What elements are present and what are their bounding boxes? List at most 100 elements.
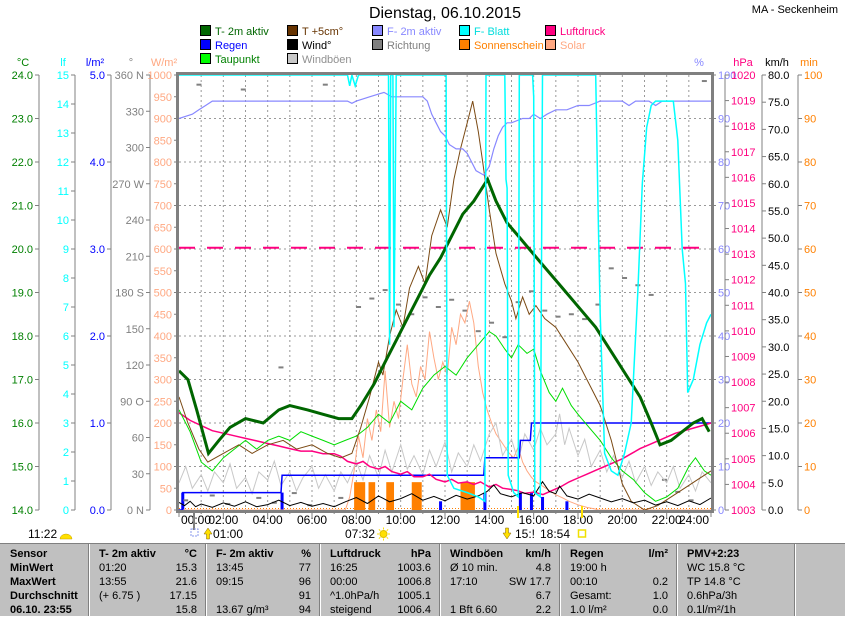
axis-tick-label: 30 bbox=[804, 375, 816, 387]
table-column: Windböen km/h Ø 10 min. 4.8 17:10 SW 17.7 6.7 1… bbox=[439, 544, 559, 616]
x-axis-label: 04:00 bbox=[253, 513, 283, 527]
legend-item: Wind° bbox=[287, 39, 331, 52]
axis-tick-label: 0 bbox=[718, 505, 724, 517]
rain-event-bar bbox=[565, 501, 569, 510]
table-row: 15.8 bbox=[89, 603, 205, 617]
series-solar bbox=[179, 301, 711, 511]
table-row: 09:15 96 bbox=[206, 575, 319, 589]
table-cell: MinWert bbox=[10, 562, 54, 574]
axis-unit-label: ° bbox=[129, 57, 133, 69]
table-row: 13:45 77 bbox=[206, 561, 319, 575]
axis-tick-label: 15 bbox=[57, 70, 69, 82]
axis-tick-label: 18.0 bbox=[12, 331, 33, 343]
axis-tick-label: 5.0 bbox=[90, 70, 105, 82]
legend-item: T +5cm° bbox=[287, 25, 343, 38]
table-header-label: Regen bbox=[570, 548, 604, 560]
table-row: 1 Bft 6.60 2.2 bbox=[440, 603, 559, 617]
table-row: 91 bbox=[206, 589, 319, 603]
axis-tick-label: 60.0 bbox=[768, 179, 789, 191]
table-column-header: T- 2m aktiv °C bbox=[89, 547, 205, 561]
table-cell: Gesamt: bbox=[570, 590, 612, 602]
axis-tick-label: 70 bbox=[804, 201, 816, 213]
axis-tick-label: 20 bbox=[718, 418, 730, 430]
table-cell: 00:00 bbox=[330, 576, 358, 588]
axis-tick-label: 330 bbox=[126, 106, 144, 118]
table-cell: (+ 6.75 ) bbox=[99, 590, 141, 602]
rain-event-bar bbox=[529, 492, 533, 510]
legend-label: Regen bbox=[215, 40, 248, 52]
legend-swatch-icon bbox=[287, 53, 298, 64]
legend-item: T- 2m aktiv bbox=[200, 25, 269, 38]
table-column: Regen l/m² 19:00 h 00:10 0.2 Gesamt: 1.0 1.0 l/… bbox=[559, 544, 676, 616]
axis-tick-label: 90 bbox=[804, 114, 816, 126]
axis-tick-label: 700 bbox=[154, 201, 172, 213]
table-cell: 77 bbox=[298, 562, 311, 574]
axis-tick-label: 1009 bbox=[731, 351, 755, 363]
table-row: 19:00 h bbox=[560, 561, 676, 575]
x-axis-label: 02:00 bbox=[208, 513, 238, 527]
axis-tick-label: 23.0 bbox=[12, 114, 33, 126]
axis-tick-label: 1.0 bbox=[90, 418, 105, 430]
legend-swatch-icon bbox=[372, 39, 383, 50]
axis-tick-label: 80 bbox=[718, 157, 730, 169]
axis-tick-label: 800 bbox=[154, 157, 172, 169]
table-header-unit: % bbox=[301, 548, 311, 560]
axis-tick-label: 1013 bbox=[731, 249, 755, 261]
axis-tick-label: 75.0 bbox=[768, 97, 789, 109]
table-cell: 0.2 bbox=[652, 576, 668, 588]
axis-tick-label: 5 bbox=[63, 360, 69, 372]
legend-swatch-icon bbox=[287, 39, 298, 50]
series-fblatt bbox=[179, 74, 712, 503]
table-row: 13.67 g/m³ 94 bbox=[206, 603, 319, 617]
table-cell: 17:10 bbox=[450, 576, 478, 588]
legend-item: Sonnenschein bbox=[459, 39, 544, 52]
axis-tick-label: 70.0 bbox=[768, 124, 789, 136]
axis-tick-label: 60 bbox=[718, 244, 730, 256]
series-luftdruck bbox=[178, 412, 712, 496]
table-cell: 21.6 bbox=[175, 576, 197, 588]
series-taupunkt bbox=[178, 330, 712, 502]
table-column: Luftdruck hPa 16:25 1003.6 00:00 1006.8 ^1.0hP… bbox=[319, 544, 439, 616]
axis-tick-label: 20.0 bbox=[12, 244, 33, 256]
table-cell: Durchschnitt bbox=[10, 590, 78, 602]
moon-time-label: 11:22 bbox=[28, 527, 57, 541]
sun-ray bbox=[386, 529, 389, 532]
legend-label: F- 2m aktiv bbox=[387, 26, 442, 38]
table-header-unit: hPa bbox=[410, 548, 431, 560]
axis-unit-label: °C bbox=[17, 57, 29, 69]
axis-tick-label: 20 bbox=[804, 418, 816, 430]
axis-tick-label: 14.0 bbox=[12, 505, 33, 517]
table-cell: 1.0 bbox=[652, 590, 668, 602]
sun-moon-marker-label: 15:! bbox=[515, 527, 535, 541]
axis-tick-label: 40.0 bbox=[768, 288, 789, 300]
x-axis-label: 12:00 bbox=[430, 513, 460, 527]
series-windboeen bbox=[178, 413, 712, 496]
legend-label: Richtung bbox=[387, 40, 431, 52]
axis-tick-label: 1008 bbox=[731, 377, 755, 389]
sun-ray bbox=[378, 536, 381, 539]
axis-tick-label: 300 bbox=[154, 375, 172, 387]
table-column: T- 2m aktiv °C 01:20 15.3 13:55 21.6 (+ 6.75 )… bbox=[88, 544, 205, 616]
axis-tick-label: 300 bbox=[126, 143, 144, 155]
table-row bbox=[795, 561, 845, 575]
table-cell: 06.10. 23:55 bbox=[10, 604, 72, 616]
axis-tick-label: 60 bbox=[804, 244, 816, 256]
axis-unit-label: l/m² bbox=[86, 57, 105, 69]
axis-tick-label: 0 bbox=[63, 505, 69, 517]
sunshine-bar bbox=[354, 482, 366, 510]
legend-label: Sonnenschein bbox=[474, 40, 544, 52]
table-cell: 91 bbox=[298, 590, 311, 602]
table-cell: 2.2 bbox=[535, 604, 551, 616]
axis-tick-label: 900 bbox=[154, 114, 172, 126]
axis-tick-label: 1016 bbox=[731, 172, 755, 184]
table-cell: 0.0 bbox=[652, 604, 668, 616]
axis-tick-label: 1015 bbox=[731, 198, 755, 210]
axis-tick-label: 14 bbox=[57, 99, 69, 111]
table-column: Sensor MinWert MaxWert Durchschnitt 06.10. 2… bbox=[0, 544, 88, 616]
axis-tick-label: 150 bbox=[154, 440, 172, 452]
table-cell: steigend bbox=[330, 604, 372, 616]
table-cell: 4.8 bbox=[535, 562, 551, 574]
legend-swatch-icon bbox=[459, 39, 470, 50]
table-column-header: F- 2m aktiv% bbox=[206, 547, 319, 561]
table-cell: SW 17.7 bbox=[508, 576, 551, 588]
